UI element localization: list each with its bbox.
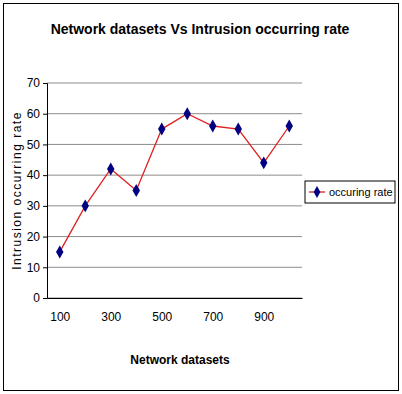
- data-point: [133, 184, 140, 197]
- y-tick-mark: [43, 83, 47, 84]
- y-tick-mark: [43, 206, 47, 207]
- y-tick: 20: [27, 230, 47, 244]
- x-tick: 700: [203, 298, 223, 324]
- x-tick: 500: [152, 298, 172, 324]
- y-tick-label: 70: [27, 76, 41, 90]
- legend-box: [305, 181, 395, 203]
- legend-label: occuring rate: [329, 186, 393, 198]
- x-axis: 100 300 500 700 900: [48, 298, 303, 324]
- data-point: [235, 123, 242, 136]
- data-point: [158, 123, 165, 136]
- y-tick-label: 20: [27, 230, 41, 244]
- chart: 0 10 20 30 40 50 60 70 100 300 500 700 900 Network da…: [0, 0, 402, 394]
- grid-line: [47, 175, 302, 176]
- x-tick: 300: [101, 298, 121, 324]
- y-tick: 30: [27, 199, 47, 213]
- y-tick-label: 50: [27, 138, 41, 152]
- x-tick-label: 700: [203, 310, 223, 324]
- grid-line: [47, 113, 302, 114]
- x-tick: 100: [50, 298, 70, 324]
- y-tick-mark: [43, 175, 47, 176]
- y-tick: 0: [33, 291, 47, 305]
- y-axis: 0 10 20 30 40 50 60 70: [27, 76, 48, 305]
- grid-line: [47, 298, 302, 299]
- data-point: [286, 120, 293, 133]
- series-line: [60, 114, 290, 252]
- x-tick-label: 500: [152, 310, 172, 324]
- x-tick-label: 900: [254, 310, 274, 324]
- y-tick: 70: [27, 76, 47, 90]
- grid-line: [47, 236, 302, 237]
- grid-line: [47, 144, 302, 145]
- data-point: [56, 245, 63, 258]
- y-tick-mark: [43, 114, 47, 115]
- y-axis-title: Intrusion occurring rate: [10, 111, 24, 270]
- grid-line: [47, 267, 302, 268]
- grid-line: [47, 83, 302, 84]
- data-point: [107, 163, 114, 176]
- y-tick-mark: [43, 237, 47, 238]
- legend: occuring rate: [305, 181, 395, 203]
- plot-area: [56, 107, 293, 258]
- chart-frame: [4, 4, 399, 391]
- y-tick-label: 30: [27, 199, 41, 213]
- x-tick-label: 100: [50, 310, 70, 324]
- y-tick-label: 0: [33, 291, 40, 305]
- y-tick: 50: [27, 138, 47, 152]
- y-tick: 40: [27, 168, 47, 182]
- y-tick-mark: [43, 144, 47, 145]
- legend-marker: [314, 186, 321, 198]
- data-point: [260, 156, 267, 169]
- y-tick: 10: [27, 261, 47, 275]
- y-tick: 60: [27, 107, 47, 121]
- x-tick-label: 300: [101, 310, 121, 324]
- grid: [47, 83, 302, 298]
- x-axis-line: [48, 298, 303, 299]
- x-tick: 900: [254, 298, 274, 324]
- y-tick-mark: [43, 298, 47, 299]
- data-point: [209, 120, 216, 133]
- chart-title: Network datasets Vs Intrusion occurring …: [51, 21, 350, 37]
- y-tick-label: 60: [27, 107, 41, 121]
- data-point: [82, 199, 89, 212]
- y-axis-line: [43, 84, 48, 299]
- y-tick-label: 40: [27, 168, 41, 182]
- y-tick-mark: [43, 267, 47, 268]
- x-axis-title: Network datasets: [130, 353, 230, 367]
- data-point: [184, 107, 191, 120]
- y-tick-label: 10: [27, 261, 41, 275]
